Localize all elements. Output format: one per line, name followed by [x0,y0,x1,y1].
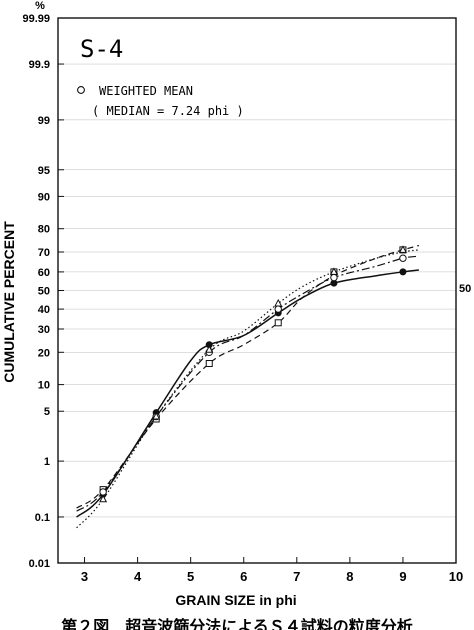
data-point-open-circle [99,488,107,496]
y-tick-label: 0.1 [35,512,50,524]
x-tick-label: 8 [346,569,353,584]
series-line [76,269,419,518]
y-tick-label: 99.9 [29,59,50,71]
y-tick-label: 5 [44,406,50,418]
y-tick-label: 1 [44,456,50,468]
series-line [76,244,420,509]
y-tick-label: 95 [38,165,50,177]
x-tick-label: 6 [240,569,247,584]
y-axis-title: CUMULATIVE PERCENT [1,221,17,383]
data-point-open-triangle [274,298,283,307]
series-line [76,249,419,529]
data-point-open-triangle [329,267,338,275]
data-point-open-triangle [205,345,214,353]
y-tick-label: 80 [38,224,50,236]
series-solid [76,268,419,518]
data-point-open-triangle [99,494,108,503]
x-axis-title: GRAIN SIZE in phi [175,592,296,608]
x-tick-label: 4 [134,569,142,584]
x-tick-label: 3 [81,569,88,584]
y-ticks: 0.01 0.1 1 5 10 20 30 40 50 60 70 80 90 95 99 99.9 99.99 [22,13,64,570]
y-tick-label: 60 [38,267,50,279]
data-point-open-triangle [398,245,407,253]
data-point-filled-circle [399,268,407,276]
y-tick-label: 10 [38,380,50,392]
series-dashed [76,244,420,509]
y-tick-label: 99 [38,115,50,127]
y-tick-label: 20 [38,347,50,359]
sample-label: S-4 [80,35,123,63]
y-tick-label: 0.01 [29,558,50,570]
x-tick-label: 5 [187,569,194,584]
figure-caption: 第２図 超音波篩分法によるＳ４試料の粒度分析 [61,617,413,630]
y-tick-label: 40 [38,304,50,316]
median-text: ( MEDIAN = 7.24 phi ) [92,104,244,118]
series-dotted [76,245,419,529]
series-layer [76,244,420,529]
series-line [76,255,419,512]
x-tick-label: 9 [399,569,406,584]
legend-text: WEIGHTED MEAN [99,84,193,98]
y-tick-label: 99.99 [22,13,50,25]
right-marker: 50 [459,283,471,295]
y-tick-label: 50 [38,286,50,298]
y-gridlines [58,63,456,518]
data-point-open-square [274,319,282,327]
data-point-open-circle [330,273,338,282]
data-point-open-triangle [152,411,161,420]
data-point-open-circle [399,254,407,262]
y-tick-label: 70 [38,247,50,259]
legend-open-circle [77,86,85,94]
y-tick-label: 30 [38,324,50,336]
x-ticks: 3 4 5 6 7 8 9 10 [81,557,463,584]
data-point-open-square [205,360,213,368]
series-dash-dot [76,254,419,512]
y-unit: % [35,0,45,12]
data-point-open-circle [274,305,282,313]
x-tick-label: 10 [449,569,463,584]
x-tick-label: 7 [293,569,300,584]
y-tick-label: 90 [38,191,50,203]
